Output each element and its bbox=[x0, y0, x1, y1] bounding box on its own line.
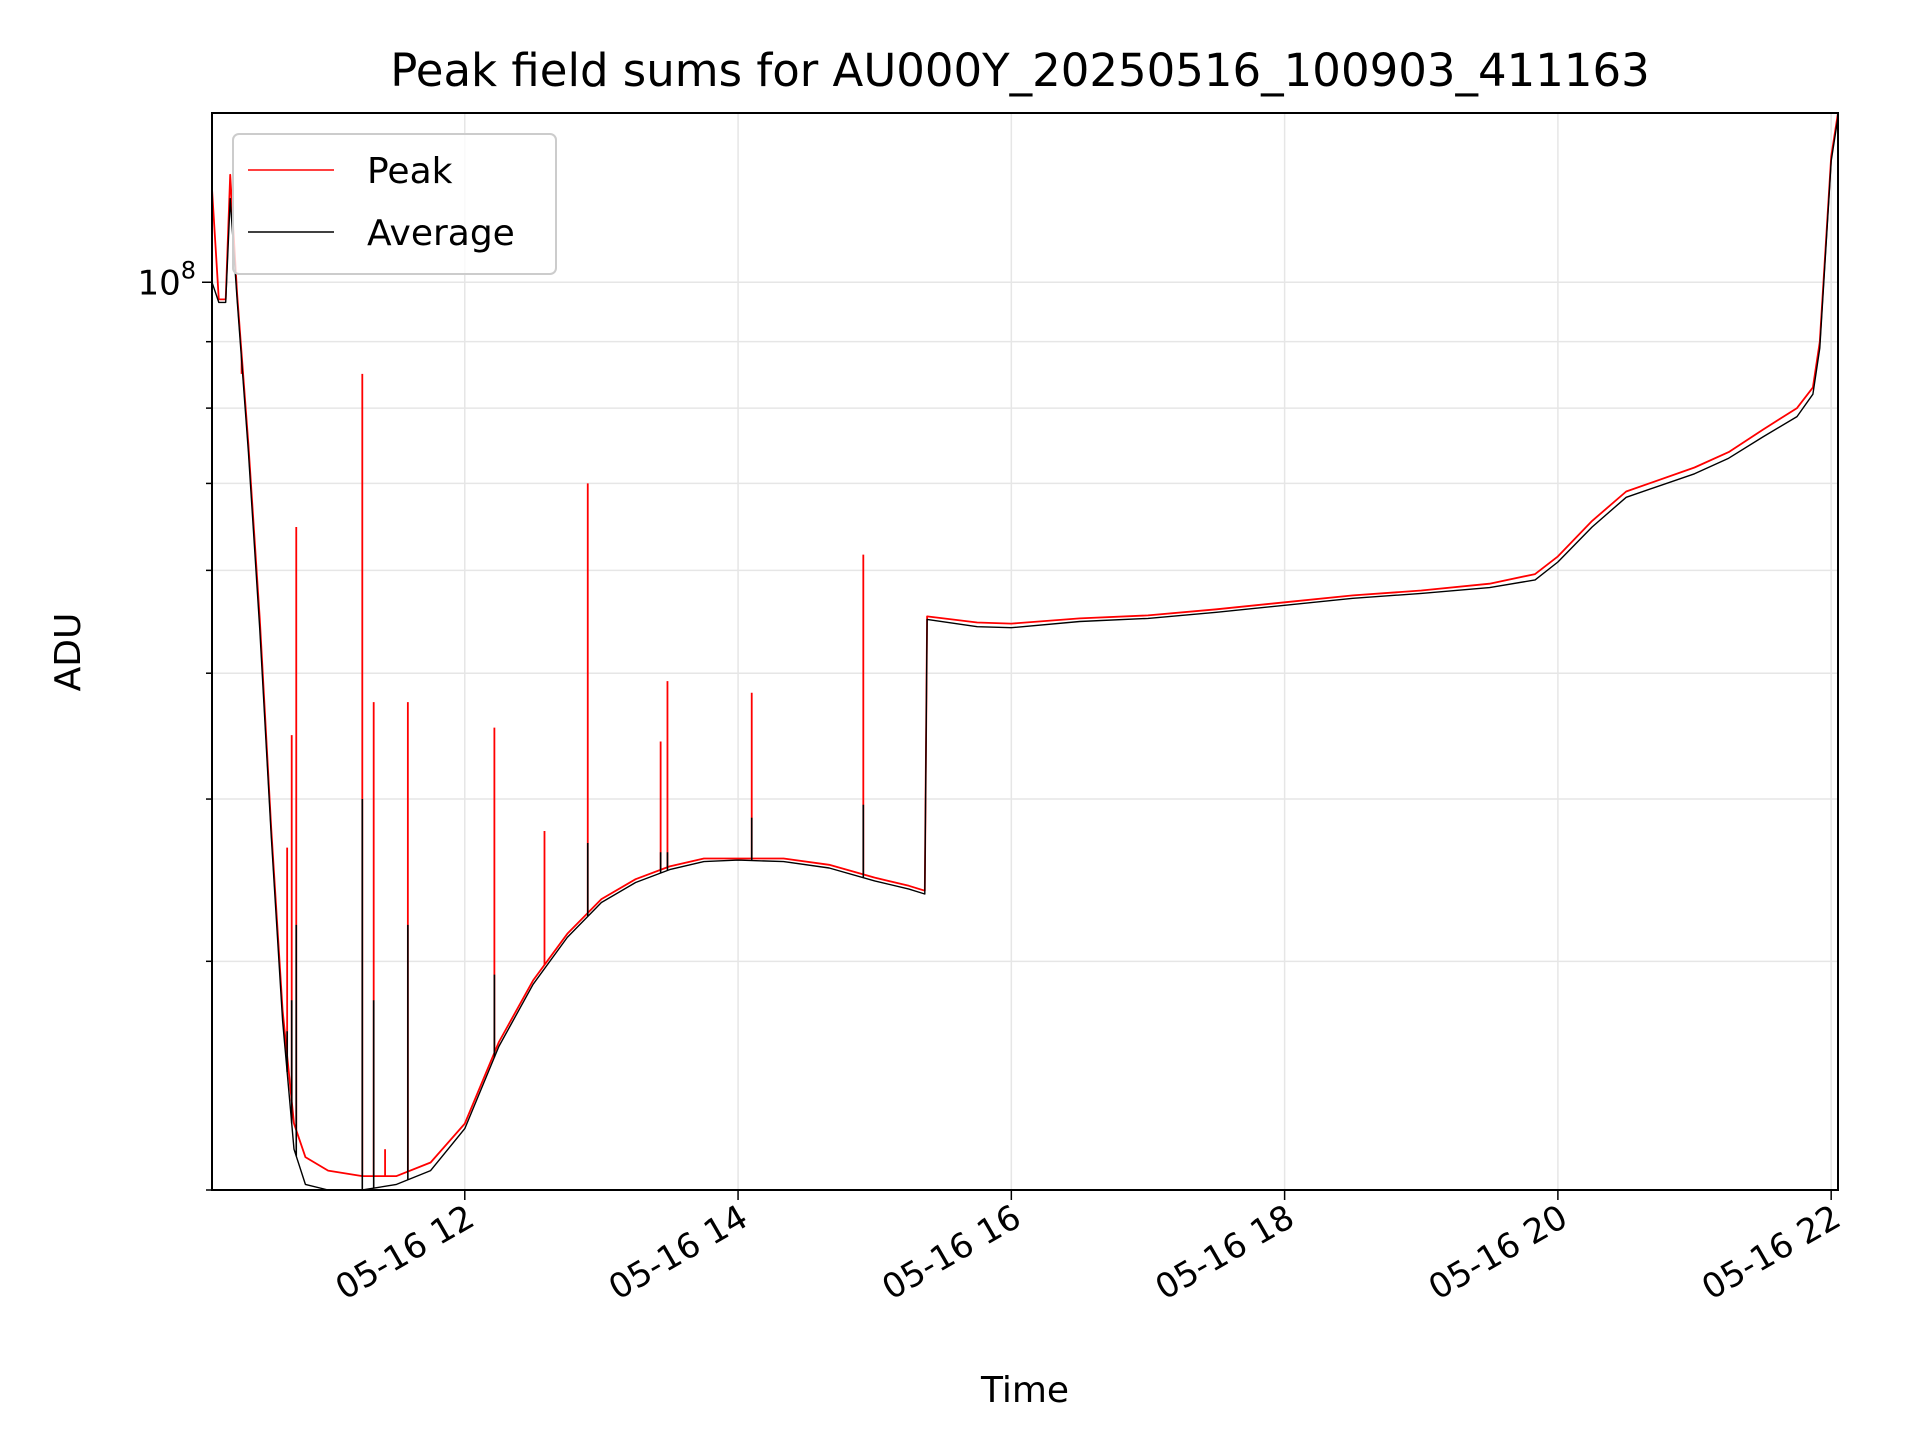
legend-box bbox=[232, 133, 557, 275]
legend-label-average: Average bbox=[367, 213, 515, 254]
plot-frame bbox=[211, 112, 1839, 1191]
y-axis-label: ADU bbox=[48, 613, 89, 692]
legend-label-peak: Peak bbox=[367, 151, 453, 192]
chart-title: Peak field sums for AU000Y_20250516_1009… bbox=[390, 44, 1650, 97]
y-tick-label: 108 bbox=[137, 256, 196, 303]
series-layer bbox=[211, 112, 1839, 1191]
grid bbox=[212, 113, 1838, 1191]
legend: Peak Average bbox=[232, 133, 557, 275]
x-axis-label: Time bbox=[980, 1370, 1069, 1411]
